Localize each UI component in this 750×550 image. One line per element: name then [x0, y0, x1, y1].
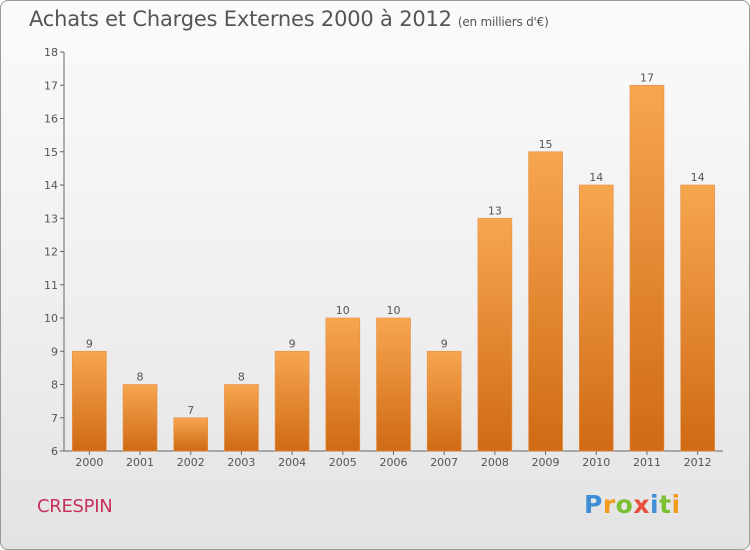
x-tick-label: 2008 — [481, 456, 509, 469]
logo-letter: r — [602, 490, 616, 519]
x-tick-label: 2007 — [430, 456, 458, 469]
y-tick-label: 12 — [44, 246, 58, 259]
x-tick-label: 2011 — [633, 456, 661, 469]
data-label: 14 — [589, 171, 603, 184]
logo-letter: i — [671, 490, 681, 519]
x-tick-label: 2000 — [75, 456, 103, 469]
data-label: 9 — [441, 337, 448, 350]
data-label: 13 — [488, 204, 502, 217]
y-tick-label: 8 — [51, 379, 58, 392]
bar — [426, 350, 462, 452]
commune-name: CRESPIN — [37, 496, 113, 517]
chart-title: Achats et Charges Externes 2000 à 2012 (e… — [29, 7, 549, 31]
x-tick-label: 2006 — [380, 456, 408, 469]
data-label: 10 — [336, 304, 350, 317]
data-label: 9 — [86, 337, 93, 350]
bar — [680, 184, 715, 452]
y-tick-label: 16 — [44, 113, 58, 126]
y-tick-label: 17 — [44, 79, 58, 92]
chart-subtitle: (en milliers d'€) — [457, 15, 549, 29]
bar — [72, 350, 107, 452]
y-tick-label: 18 — [44, 46, 58, 59]
bar — [477, 217, 513, 452]
x-tick-label: 2004 — [278, 456, 306, 469]
y-tick-label: 6 — [51, 445, 58, 458]
bar — [629, 84, 665, 452]
y-tick-label: 9 — [51, 345, 58, 358]
logo-letter: i — [650, 490, 660, 519]
x-tick-label: 2012 — [684, 456, 712, 469]
proxiti-logo: Proxiti — [584, 490, 681, 519]
y-tick-label: 13 — [44, 212, 58, 225]
bar — [274, 350, 310, 452]
bar — [528, 151, 563, 452]
data-label: 10 — [387, 304, 401, 317]
data-label: 8 — [238, 371, 245, 384]
bar — [376, 317, 411, 452]
x-tick-label: 2001 — [126, 456, 154, 469]
bar — [578, 184, 614, 452]
logo-letter: o — [615, 490, 634, 519]
bar — [325, 317, 361, 452]
bar — [224, 384, 259, 452]
bar — [173, 417, 209, 452]
y-tick-label: 14 — [44, 179, 58, 192]
x-tick-label: 2002 — [177, 456, 205, 469]
data-label: 9 — [289, 337, 296, 350]
bar — [122, 384, 158, 452]
data-label: 14 — [691, 171, 705, 184]
data-label: 15 — [539, 138, 553, 151]
data-label: 7 — [187, 404, 194, 417]
x-tick-label: 2009 — [532, 456, 560, 469]
x-tick-label: 2003 — [227, 456, 255, 469]
data-label: 8 — [137, 371, 144, 384]
y-tick-label: 15 — [44, 146, 58, 159]
logo-letter: x — [633, 490, 650, 519]
x-tick-label: 2010 — [582, 456, 610, 469]
y-tick-label: 11 — [44, 279, 58, 292]
logo-letter: t — [659, 490, 672, 519]
y-tick-label: 7 — [51, 412, 58, 425]
y-tick-label: 10 — [44, 312, 58, 325]
logo-letter: P — [584, 490, 603, 519]
title-text: Achats et Charges Externes 2000 à 2012 — [29, 7, 452, 31]
data-label: 17 — [640, 71, 654, 84]
x-tick-label: 2005 — [329, 456, 357, 469]
